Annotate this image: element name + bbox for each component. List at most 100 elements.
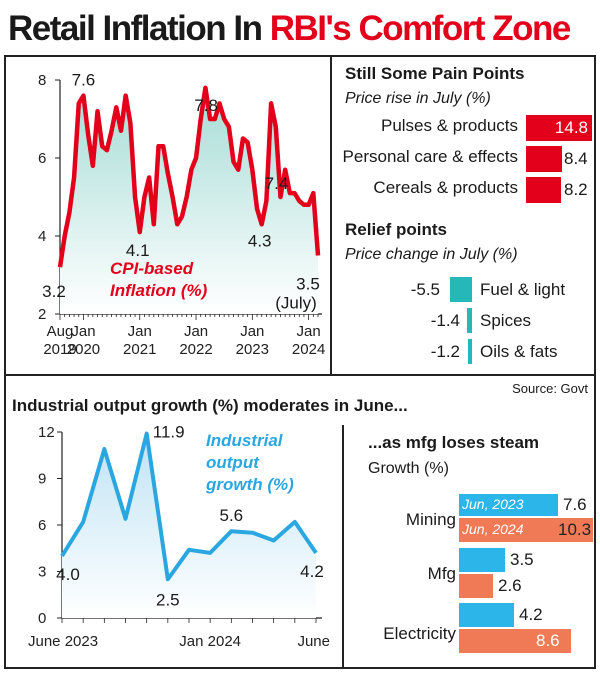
mfg-label-mining: Mining bbox=[405, 510, 456, 529]
iip-data-label: 2.5 bbox=[156, 590, 180, 609]
cpi-ytick-label: 4 bbox=[38, 228, 46, 245]
cpi-data-label: 3.2 bbox=[42, 282, 66, 301]
cpi-xtick-label-top: Jan bbox=[184, 323, 208, 340]
iip-xtick-label: June 2023 bbox=[28, 633, 98, 650]
mfg-subtitle: Growth (%) bbox=[368, 460, 449, 477]
relief-bar-oils bbox=[468, 339, 472, 364]
pain-label-pulses: Pulses & products bbox=[380, 116, 518, 135]
mfg-label-mfg: Mfg bbox=[427, 564, 456, 583]
iip-ytick-label: 6 bbox=[38, 517, 46, 534]
cpi-series-label: CPI-based Inflation (%) bbox=[110, 258, 207, 302]
relief-bar-fuel bbox=[450, 277, 472, 302]
iip-ytick-label: 3 bbox=[38, 564, 46, 581]
divider-vertical-top bbox=[330, 57, 332, 374]
cpi-data-label: 7.8 bbox=[194, 96, 218, 115]
mfg-value-2024: 2.6 bbox=[498, 576, 522, 595]
iip-data-label: 11.9 bbox=[153, 423, 185, 442]
infographic-frame bbox=[4, 55, 596, 669]
divider-vertical-bottom bbox=[342, 425, 344, 669]
iip-data-label: 4.0 bbox=[56, 565, 80, 584]
iip-ytick-label: 12 bbox=[38, 424, 55, 441]
legend-2024: Jun, 2024 bbox=[462, 521, 524, 537]
mining-value-2023: 7.6 bbox=[563, 495, 587, 514]
relief-label-fuel: Fuel & light bbox=[480, 280, 566, 299]
iip-area bbox=[62, 433, 316, 618]
pain-bar-personal-care bbox=[526, 146, 562, 172]
cpi-ytick-label: 8 bbox=[38, 72, 46, 89]
mining-value-2024: 10.3 bbox=[558, 520, 592, 539]
mfg-value-2023: 3.5 bbox=[510, 550, 534, 569]
iip-data-label: 5.6 bbox=[220, 506, 244, 525]
relief-value-spices: -1.4 bbox=[430, 311, 460, 330]
pain-value-personal-care: 8.4 bbox=[564, 149, 588, 168]
cpi-data-label: 4.3 bbox=[248, 231, 272, 250]
relief-points-subtitle: Price change in July (%) bbox=[345, 246, 518, 263]
iip-line bbox=[60, 431, 318, 582]
mfg-title: ...as mfg loses steam bbox=[368, 433, 540, 452]
pain-points-title: Still Some Pain Points bbox=[345, 64, 525, 83]
cpi-ytick-label: 6 bbox=[38, 150, 46, 167]
iip-label-line2: output bbox=[206, 453, 259, 472]
iip-label-line3: growth (%) bbox=[206, 475, 294, 494]
source-note: Source: Govt bbox=[512, 381, 588, 396]
iip-title: Industrial output growth (%) moderates i… bbox=[12, 396, 408, 415]
cpi-label-line2: Inflation (%) bbox=[110, 281, 208, 300]
cpi-xtick-label-bottom: 2021 bbox=[123, 341, 156, 358]
cpi-data-label: 4.1 bbox=[126, 241, 150, 260]
cpi-area bbox=[60, 87, 318, 314]
electricity-value-2023: 4.2 bbox=[519, 605, 543, 624]
cpi-xtick-label-top: Jan bbox=[240, 323, 264, 340]
divider-horizontal bbox=[4, 374, 596, 376]
cpi-xtick-label-top: Aug bbox=[47, 323, 74, 340]
cpi-label-line1: CPI-based bbox=[110, 259, 194, 278]
relief-points-title: Relief points bbox=[345, 220, 448, 239]
cpi-xtick-label-bottom: 2019 bbox=[43, 341, 76, 358]
legend-2023: Jun, 2023 bbox=[462, 496, 524, 512]
mfg-bar-2024 bbox=[459, 574, 493, 598]
mfg-bar-2023 bbox=[459, 548, 505, 572]
cpi-data-label: 7.4 bbox=[265, 174, 289, 193]
title-part1: Retail Inflation In bbox=[8, 9, 270, 48]
title-part2: RBI's Comfort Zone bbox=[269, 9, 572, 48]
iip-xtick-label: June bbox=[297, 633, 330, 650]
pain-value-cereals: 8.2 bbox=[564, 180, 588, 199]
cpi-xtick-label-top: Jan bbox=[128, 323, 152, 340]
cpi-xtick-label-bottom: 2023 bbox=[236, 341, 269, 358]
electricity-bar-2023 bbox=[459, 603, 514, 627]
relief-label-spices: Spices bbox=[480, 311, 532, 330]
iip-ytick-label: 0 bbox=[38, 610, 46, 627]
iip-series-label: Industrial output growth (%) bbox=[206, 430, 294, 496]
pain-bar-pulses bbox=[526, 115, 592, 141]
cpi-xtick-label-top: Jan bbox=[71, 323, 95, 340]
relief-value-oils: -1.2 bbox=[430, 342, 460, 361]
electricity-bar-2024 bbox=[459, 629, 571, 653]
mfg-label-electricity: Electricity bbox=[383, 624, 456, 643]
mining-bar-2024 bbox=[459, 518, 593, 542]
cpi-xtick-label-bottom: 2022 bbox=[179, 341, 212, 358]
cpi-xtick-label-bottom: 2020 bbox=[67, 341, 100, 358]
iip-label-line1: Industrial bbox=[206, 431, 283, 450]
pain-value-pulses: 14.8 bbox=[554, 118, 588, 137]
cpi-xtick-label-bottom: 2024 bbox=[292, 341, 325, 358]
relief-label-oils: Oils & fats bbox=[480, 342, 558, 361]
pain-points-subtitle: Price rise in July (%) bbox=[345, 90, 491, 107]
iip-data-label: 4.2 bbox=[300, 562, 324, 581]
iip-ytick-label: 9 bbox=[38, 471, 46, 488]
relief-value-fuel: -5.5 bbox=[410, 280, 440, 299]
cpi-ytick-label: 2 bbox=[38, 306, 46, 323]
pain-label-personal-care: Personal care & effects bbox=[342, 147, 518, 166]
cpi-data-label: 3.5 bbox=[296, 275, 320, 294]
pain-label-cereals: Cereals & products bbox=[373, 178, 518, 197]
relief-bar-spices bbox=[467, 308, 472, 333]
page-title: Retail Inflation In RBI's Comfort Zone bbox=[8, 6, 592, 52]
cpi-line bbox=[57, 85, 321, 268]
mining-bar-2023 bbox=[459, 494, 558, 516]
pain-bar-cereals bbox=[526, 177, 561, 203]
cpi-data-label: 7.6 bbox=[72, 71, 96, 90]
iip-xtick-label: Jan 2024 bbox=[179, 633, 241, 650]
electricity-value-2024: 8.6 bbox=[536, 631, 560, 650]
cpi-xtick-label-top: Jan bbox=[297, 323, 321, 340]
cpi-data-label: (July) bbox=[275, 294, 317, 313]
